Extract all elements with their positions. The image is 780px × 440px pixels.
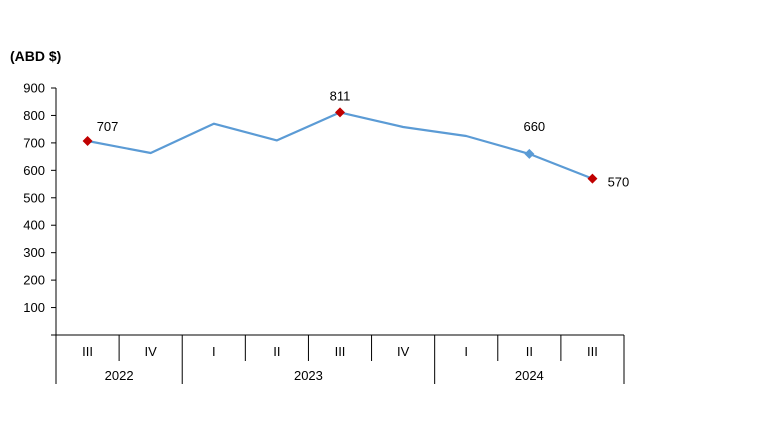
data-label: 660 <box>523 119 545 134</box>
year-labels: 2022 2023 2024 <box>105 368 544 383</box>
data-label: 811 <box>330 88 351 103</box>
year-label: 2022 <box>105 368 134 383</box>
markers <box>82 107 598 184</box>
data-marker <box>335 107 345 118</box>
x-category-label: III <box>587 344 598 359</box>
y-tick-label: 700 <box>23 135 45 150</box>
y-tick-label: 500 <box>23 190 45 205</box>
y-tick-label: 600 <box>23 163 45 178</box>
year-label: 2023 <box>294 368 323 383</box>
y-tick-label: 200 <box>23 273 45 288</box>
x-category-label: II <box>273 344 280 359</box>
x-category-label: I <box>464 344 468 359</box>
data-marker <box>587 173 598 184</box>
data-labels: 707 811 660 570 <box>97 88 630 189</box>
x-category-label: I <box>212 344 216 359</box>
series <box>87 111 593 180</box>
data-marker <box>524 148 535 159</box>
series-line <box>87 111 593 180</box>
y-tick-label: 300 <box>23 245 45 260</box>
data-label: 570 <box>608 175 630 190</box>
x-category-labels: III IV I II III IV I II III <box>82 344 598 359</box>
data-label: 707 <box>97 119 119 134</box>
x-category-label: IV <box>397 344 410 359</box>
y-tick-labels: 100 200 300 400 500 600 700 800 900 <box>23 81 45 316</box>
y-tick-label: 400 <box>23 218 45 233</box>
x-category-label: IV <box>145 344 158 359</box>
unit-label: (ABD $) <box>10 48 62 64</box>
x-category-label: III <box>82 344 93 359</box>
y-tick-label: 800 <box>23 108 45 123</box>
y-tick-label: 900 <box>23 81 45 96</box>
year-label: 2024 <box>515 368 544 383</box>
y-tick-label: 100 <box>23 300 45 315</box>
x-category-label: III <box>335 344 346 359</box>
data-marker <box>82 135 93 146</box>
x-category-label: II <box>526 344 533 359</box>
axes <box>51 87 625 384</box>
